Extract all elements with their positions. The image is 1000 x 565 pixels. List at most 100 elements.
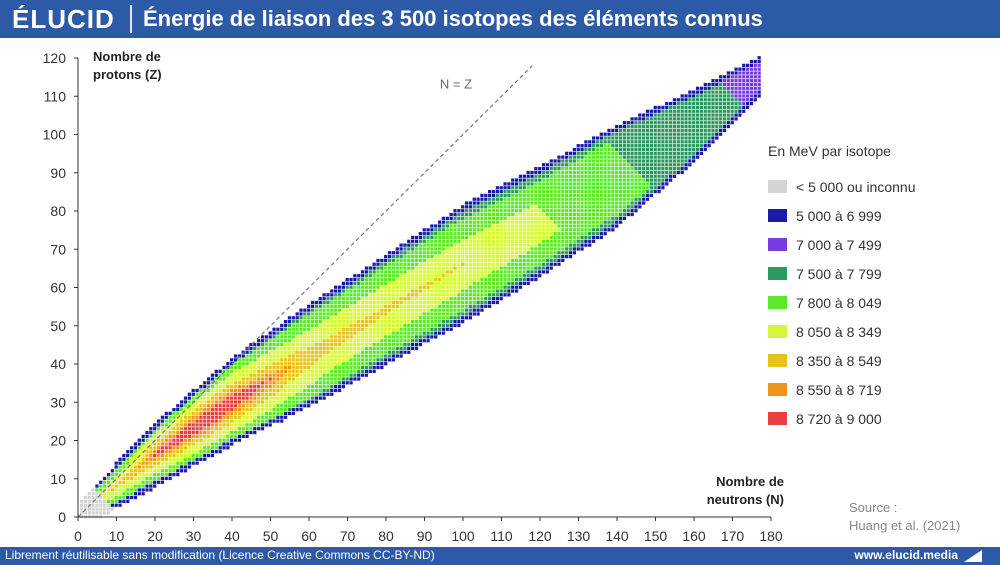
isotope-cell — [264, 365, 268, 370]
isotope-cell — [364, 289, 369, 293]
isotope-cell — [349, 339, 353, 343]
isotope-cell — [642, 121, 646, 125]
isotope-cell — [126, 480, 130, 484]
isotope-cell — [476, 197, 480, 201]
isotope-cell — [449, 277, 453, 282]
isotope-cell — [218, 407, 222, 412]
isotope-cell — [495, 220, 499, 224]
isotope-cell — [476, 251, 480, 255]
isotope-cell — [711, 140, 715, 144]
isotope-cell — [187, 427, 191, 431]
isotope-cell — [541, 212, 546, 217]
isotope-cell — [141, 461, 145, 465]
isotope-cell — [642, 189, 646, 194]
isotope-cell — [253, 419, 257, 423]
isotope-cell — [484, 205, 488, 209]
isotope-cell — [607, 182, 611, 186]
isotope-cell — [522, 174, 526, 178]
y-tick-label: 70 — [50, 241, 66, 257]
website-link[interactable]: www.elucid.media — [854, 548, 958, 562]
isotope-cell — [557, 205, 561, 209]
isotope-cell — [565, 235, 569, 240]
isotope-cell — [530, 220, 534, 224]
isotope-cell — [233, 388, 238, 393]
isotope-cell — [511, 258, 515, 263]
isotope-cell — [626, 147, 630, 152]
isotope-cell — [414, 331, 419, 335]
isotope-cell — [734, 113, 738, 117]
isotope-cell — [618, 189, 623, 194]
isotope-cell — [399, 342, 403, 347]
isotope-cell — [314, 385, 319, 389]
isotope-cell — [595, 216, 600, 220]
isotope-cell — [164, 415, 168, 419]
isotope-cell — [503, 254, 507, 259]
isotope-cell — [141, 480, 145, 484]
isotope-cell — [507, 281, 511, 285]
isotope-cell — [264, 404, 268, 408]
isotope-cell — [230, 438, 234, 442]
isotope-cell — [488, 266, 492, 270]
isotope-cell — [407, 289, 411, 293]
isotope-cell — [611, 170, 615, 175]
isotope-cell — [445, 281, 449, 285]
legend-item: 8 350 à 8 549 — [768, 346, 916, 375]
isotope-cell — [634, 128, 638, 132]
isotope-cell — [264, 423, 268, 427]
isotope-cell — [611, 228, 615, 232]
isotope-cell — [110, 480, 114, 484]
isotope-cell — [514, 285, 519, 289]
isotope-cell — [511, 243, 515, 247]
isotope-cell — [603, 163, 607, 167]
isotope-cell — [133, 465, 138, 469]
isotope-cell — [206, 381, 211, 385]
isotope-cell — [561, 178, 565, 182]
isotope-cell — [283, 320, 288, 324]
isotope-cell — [199, 407, 203, 412]
isotope-cell — [561, 254, 565, 259]
isotope-cell — [672, 140, 677, 144]
isotope-cell — [630, 136, 634, 140]
isotope-cell — [684, 147, 688, 152]
isotope-cell — [565, 212, 569, 217]
isotope-cell — [530, 262, 534, 266]
isotope-cell — [472, 197, 476, 201]
isotope-cell — [299, 404, 303, 408]
isotope-cell — [280, 377, 284, 381]
isotope-cell — [599, 147, 603, 152]
isotope-cell — [411, 289, 415, 293]
isotope-cell — [345, 331, 349, 335]
isotope-cell — [203, 407, 207, 412]
isotope-cell — [310, 335, 315, 339]
isotope-cell — [549, 174, 553, 178]
isotope-cell — [168, 415, 172, 419]
isotope-cell — [126, 492, 130, 496]
isotope-cell — [584, 239, 588, 243]
isotope-cell — [337, 285, 342, 289]
isotope-cell — [326, 369, 330, 373]
isotope-cell — [638, 159, 642, 163]
isotope-cell — [368, 308, 372, 312]
isotope-cell — [476, 308, 480, 312]
isotope-cell — [561, 220, 565, 224]
isotope-cell — [568, 232, 573, 236]
isotope-cell — [172, 430, 176, 435]
isotope-cell — [314, 350, 319, 354]
isotope-cell — [580, 197, 584, 201]
isotope-cell — [453, 254, 457, 259]
isotope-cell — [168, 453, 172, 458]
isotope-cell — [218, 419, 222, 423]
isotope-cell — [584, 232, 588, 236]
isotope-cell — [299, 385, 303, 389]
isotope-cell — [541, 266, 546, 270]
isotope-cell — [611, 220, 615, 224]
isotope-cell — [314, 369, 319, 373]
isotope-cell — [715, 113, 719, 117]
isotope-cell — [618, 132, 623, 136]
isotope-cell — [214, 369, 218, 373]
isotope-cell — [218, 442, 222, 446]
isotope-cell — [672, 113, 677, 117]
isotope-cell — [268, 423, 272, 427]
isotope-cell — [457, 270, 461, 274]
isotope-cell — [588, 159, 592, 163]
